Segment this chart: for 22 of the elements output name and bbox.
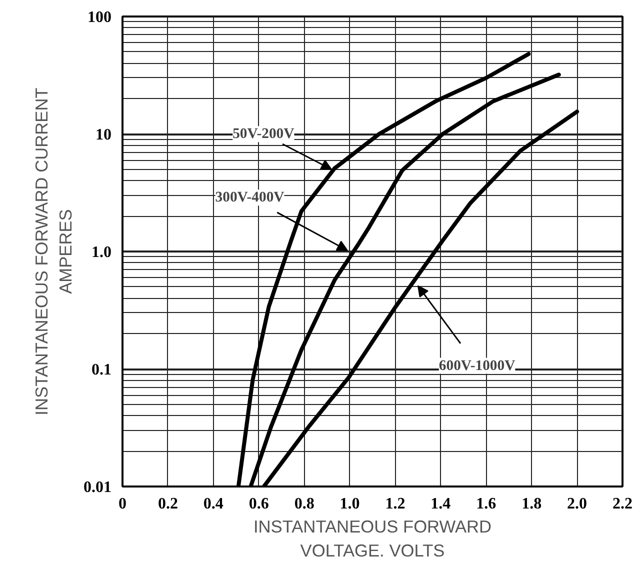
x-tick-label: 0.8: [294, 496, 314, 512]
y-tick-label: 0.1: [92, 362, 112, 378]
x-axis-title: INSTANTANEOUS FORWARD VOLTAGE. VOLTS: [253, 516, 492, 560]
y-tick-label: 0.01: [84, 479, 112, 496]
annotation: 50V-200V: [232, 126, 295, 142]
y-tick-label: 100: [88, 9, 112, 26]
x-tick-label: 1.0: [340, 496, 360, 512]
x-tick-label: 0.6: [248, 496, 269, 512]
x-tick-label: 0.4: [203, 496, 224, 512]
y-tick-label: 1.0: [92, 244, 112, 261]
x-tick-label: 1.6: [476, 496, 496, 512]
x-tick-label: 1.4: [430, 496, 451, 512]
x-tick-label: 1.2: [385, 496, 406, 512]
x-tick-label: 2.2: [612, 496, 632, 512]
x-tick-label: 1.8: [522, 496, 542, 512]
x-tick-label: 2.0: [567, 496, 588, 512]
annotation: 300V-400V: [215, 190, 285, 206]
annotation: 600V-1000V: [438, 358, 516, 374]
x-tick-label: 0: [118, 496, 126, 512]
x-tick-label: 0.2: [158, 496, 178, 512]
y-axis-title: INSTANTANEOUS FORWARD CURRENT AMPERES: [32, 87, 76, 416]
y-tick-label: 10: [96, 126, 112, 144]
